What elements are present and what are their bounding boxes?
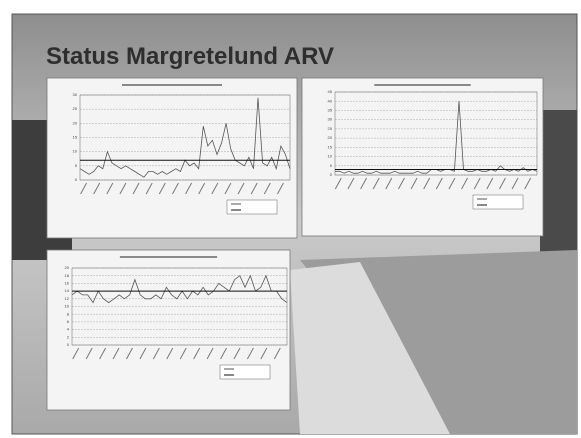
y-tick-label: 6 [67,319,70,324]
x-label-placeholder [80,182,88,195]
x-label-placeholder [85,347,93,360]
chart-frame [301,77,544,237]
x-label-placeholder [206,347,214,360]
x-label-placeholder [112,347,120,360]
y-tick-label: 25 [73,106,78,111]
x-label-placeholder [360,177,368,190]
x-label-placeholder [233,347,241,360]
x-label-placeholder [385,177,393,190]
x-label-placeholder [132,182,140,195]
y-tick-label: 2 [67,334,70,339]
x-label-placeholder [93,182,101,195]
path [290,262,450,434]
y-tick-label: 30 [328,117,333,122]
x-label-placeholder [276,182,284,195]
y-tick-label: 0 [330,172,333,177]
x-label-placeholder [139,347,147,360]
x-label-placeholder [473,177,481,190]
chart: 0 2 4 6 8 10 12 14 16 18 20 [46,249,291,411]
chart-frame [46,249,291,411]
y-tick-label: 15 [73,135,78,140]
x-label-placeholder [152,347,160,360]
x-label-placeholder [372,177,380,190]
x-label-placeholder [260,347,268,360]
x-label-placeholder [193,347,201,360]
x-label-placeholder [99,347,107,360]
y-tick-label: 16 [65,280,70,285]
x-label-placeholder [448,177,456,190]
x-label-placeholder [158,182,166,195]
legend-box [472,194,524,210]
x-label-placeholder [198,182,206,195]
y-tick-label: 10 [73,149,78,154]
x-label-placeholder [486,177,494,190]
plot-area [71,267,288,346]
x-label-placeholder [224,182,232,195]
y-tick-label: 20 [73,120,78,125]
x-label-placeholder [334,177,342,190]
y-tick-label: 10 [328,154,333,159]
x-label-placeholder [461,177,469,190]
legend-box [226,199,278,215]
y-tick-label: 4 [67,327,70,332]
x-label-placeholder [179,347,187,360]
x-label-placeholder [119,182,127,195]
x-label-placeholder [220,347,227,360]
x-label-placeholder [185,182,193,195]
x-label-placeholder [145,182,153,195]
y-tick-label: 45 [328,89,333,94]
x-label-placeholder [211,182,219,195]
y-tick-label: 0 [75,177,78,182]
y-tick-label: 20 [65,265,70,270]
x-label-placeholder [423,177,431,190]
y-tick-label: 20 [328,135,333,140]
x-label-placeholder [171,182,179,195]
y-tick-label: 5 [330,163,333,168]
chart: 0 5 10 15 20 25 30 [46,77,298,239]
y-tick-label: 40 [328,98,333,103]
x-label-placeholder [166,347,174,360]
y-tick-label: 0 [67,342,70,347]
y-tick-label: 18 [65,273,70,278]
y-tick-label: 30 [73,92,78,97]
x-label-placeholder [126,347,133,360]
x-label-placeholder [246,347,254,360]
y-tick-label: 15 [328,144,333,149]
x-label-placeholder [263,182,271,195]
chart: 0 5 10 15 20 25 30 35 40 45 [301,77,544,237]
y-tick-label: 8 [67,311,70,316]
charts: 0 5 10 15 20 25 30 0 5 10 15 20 25 30 35 40 45 0 2 4 6 8 10 12 1… [46,77,544,411]
y-tick-label: 12 [65,296,70,301]
y-tick-label: 25 [328,126,333,131]
series-line [71,274,288,304]
x-label-placeholder [410,177,418,190]
trees-right [540,110,577,260]
y-tick-label: 35 [328,108,333,113]
x-label-placeholder [498,177,506,190]
x-label-placeholder [273,347,281,360]
x-label-placeholder [397,177,405,190]
legend-box [219,364,271,380]
x-label-placeholder [237,182,245,195]
y-tick-label: 5 [75,163,78,168]
y-tick-label: 14 [65,288,70,293]
x-label-placeholder [72,347,80,360]
plot-area [79,94,291,181]
x-label-placeholder [435,177,443,190]
x-label-placeholder [347,177,355,190]
x-label-placeholder [511,177,519,190]
x-label-placeholder [524,177,532,190]
slide-title: Status Margretelund ARV [46,43,334,70]
plot-area [334,91,538,176]
x-label-placeholder [250,182,258,195]
x-label-placeholder [106,182,114,195]
y-tick-label: 10 [65,304,70,309]
